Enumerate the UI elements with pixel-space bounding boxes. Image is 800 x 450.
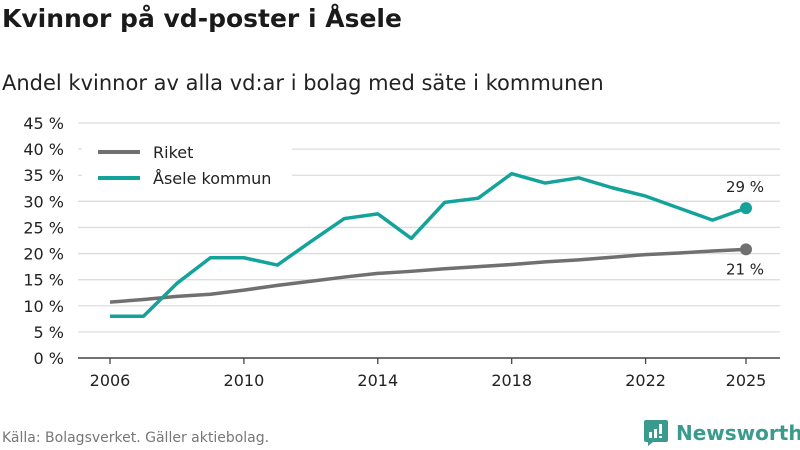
bar-chart-logo-icon <box>644 420 668 446</box>
x-tick-label: 2022 <box>625 371 666 390</box>
data-point <box>740 202 752 215</box>
x-tick-label: 2025 <box>726 371 767 390</box>
y-tick-label: 5 % <box>34 323 64 342</box>
y-tick-label: 20 % <box>23 245 64 264</box>
y-tick-label: 35 % <box>23 166 64 185</box>
y-tick-label: 45 % <box>23 114 64 133</box>
data-point <box>740 243 752 256</box>
series-line-riket <box>109 247 747 304</box>
x-tick-label: 2006 <box>90 371 131 390</box>
legend-label-riket: Riket <box>153 143 193 162</box>
end-label: 21 % <box>726 260 764 278</box>
y-tick-label: 0 % <box>34 349 64 368</box>
chart-title: Kvinnor på vd-poster i Åsele <box>2 4 402 33</box>
x-tick-label: 2014 <box>357 371 398 390</box>
y-tick-label: 15 % <box>23 271 64 290</box>
chart-subtitle: Andel kvinnor av alla vd:ar i bolag med … <box>2 71 604 95</box>
series-line-asele <box>110 171 747 318</box>
end-label: 29 % <box>726 178 764 196</box>
brand-name: Newsworthy <box>676 421 800 445</box>
y-tick-label: 30 % <box>23 192 64 211</box>
x-tick-label: 2018 <box>491 371 532 390</box>
y-tick-label: 40 % <box>23 140 64 159</box>
legend-label-asele: Åsele kommun <box>153 169 271 188</box>
y-tick-label: 10 % <box>23 297 64 316</box>
x-tick-label: 2010 <box>224 371 265 390</box>
source-note: Källa: Bolagsverket. Gäller aktiebolag. <box>2 430 270 446</box>
legend: Riket Åsele kommun <box>82 136 292 196</box>
newsworthy-logo[interactable]: Newsworthy <box>644 420 800 446</box>
y-tick-label: 25 % <box>23 218 64 237</box>
